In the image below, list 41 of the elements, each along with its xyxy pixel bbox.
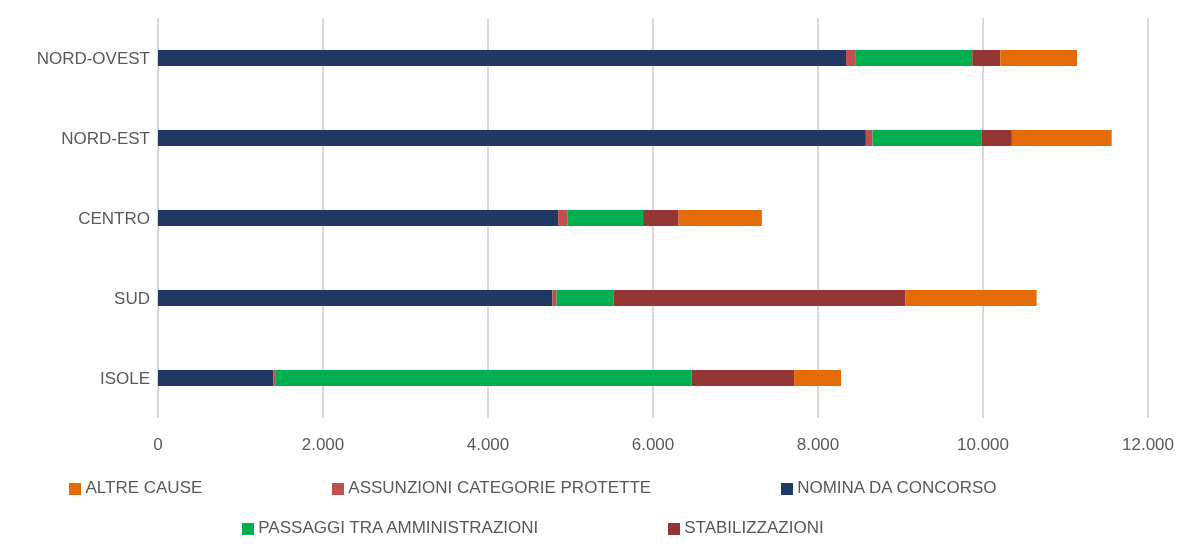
bar <box>905 290 1037 306</box>
bar <box>846 50 856 66</box>
x-tick-label: 0 <box>153 435 163 455</box>
bar <box>158 130 866 146</box>
x-tick-label: 8.000 <box>796 435 840 455</box>
legend-label: ALTRE CAUSE <box>85 478 203 497</box>
bar <box>1000 50 1078 66</box>
x-tick-label: 6.000 <box>631 435 675 455</box>
bar <box>872 130 982 146</box>
bar <box>855 50 973 66</box>
bar <box>158 370 274 386</box>
bar <box>158 50 847 66</box>
legend-label: NOMINA DA CONCORSO <box>797 478 997 497</box>
bar <box>556 290 614 306</box>
bar <box>613 290 906 306</box>
x-tick-label: 10.000 <box>957 435 1009 455</box>
y-tick-label: NORD-EST <box>61 129 150 149</box>
bar <box>865 130 873 146</box>
x-tick-label: 2.000 <box>301 435 345 455</box>
bar <box>1011 130 1112 146</box>
bar <box>158 290 553 306</box>
bar <box>691 370 795 386</box>
y-tick-label: SUD <box>114 289 150 309</box>
x-tick-label: 12.000 <box>1122 435 1174 455</box>
bar <box>158 210 559 226</box>
bar <box>567 210 644 226</box>
legend-label: ASSUNZIONI CATEGORIE PROTETTE <box>348 478 652 497</box>
y-tick-label: NORD-OVEST <box>36 49 150 69</box>
bar <box>643 210 679 226</box>
legend-label: STABILIZZAZIONI <box>684 518 824 537</box>
legend-label: PASSAGGI TRA AMMINISTRAZIONI <box>258 518 539 537</box>
bar <box>275 370 692 386</box>
bar <box>981 130 1012 146</box>
bar <box>552 290 557 306</box>
bar <box>678 210 762 226</box>
bar <box>972 50 1001 66</box>
x-tick-label: 4.000 <box>466 435 510 455</box>
bar <box>558 210 568 226</box>
y-tick-label: ISOLE <box>99 369 150 389</box>
bar <box>794 370 842 386</box>
y-tick-label: CENTRO <box>78 209 150 229</box>
